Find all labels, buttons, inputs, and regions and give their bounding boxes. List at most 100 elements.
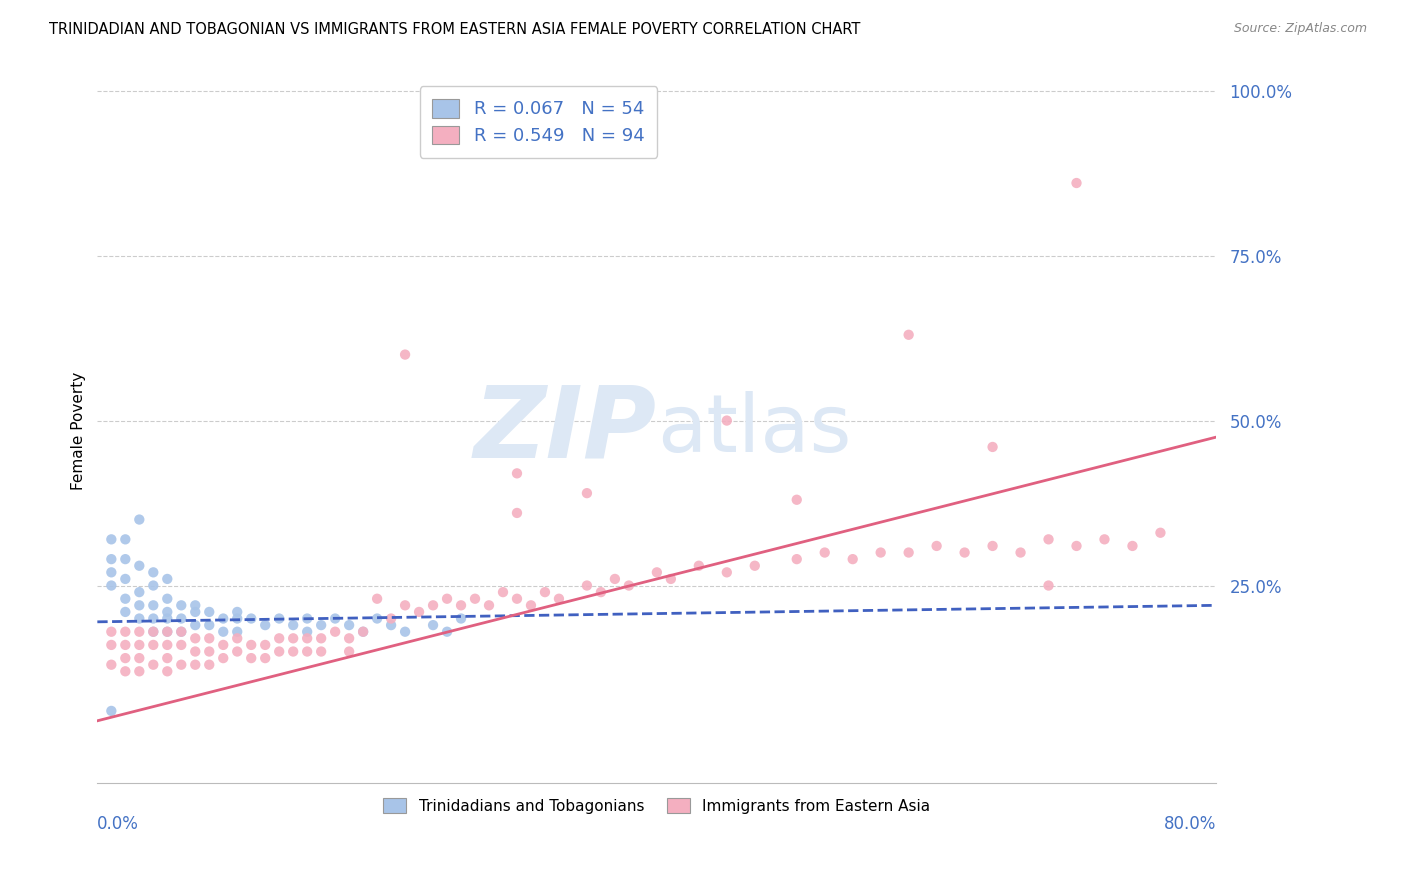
Point: [337, 632, 360, 646]
Text: atlas: atlas: [657, 392, 851, 469]
Point: [142, 638, 165, 652]
Point: [114, 638, 136, 652]
Point: [897, 545, 920, 559]
Point: [240, 651, 263, 665]
Point: [198, 605, 221, 619]
Point: [156, 638, 179, 652]
Point: [128, 512, 150, 526]
Point: [100, 566, 122, 580]
Point: [534, 585, 557, 599]
Point: [589, 585, 612, 599]
Point: [170, 611, 193, 625]
Point: [506, 467, 529, 481]
Point: [408, 605, 430, 619]
Point: [184, 605, 207, 619]
Point: [142, 624, 165, 639]
Point: [366, 591, 388, 606]
Point: [156, 572, 179, 586]
Point: [786, 492, 808, 507]
Point: [1010, 545, 1032, 559]
Point: [128, 665, 150, 679]
Point: [156, 665, 179, 679]
Point: [309, 618, 332, 632]
Point: [170, 657, 193, 672]
Point: [337, 644, 360, 658]
Point: [114, 572, 136, 586]
Point: [128, 638, 150, 652]
Point: [212, 624, 235, 639]
Point: [478, 599, 501, 613]
Point: [506, 506, 529, 520]
Point: [184, 599, 207, 613]
Point: [100, 533, 122, 547]
Point: [170, 624, 193, 639]
Point: [575, 578, 598, 592]
Point: [575, 486, 598, 500]
Point: [283, 618, 305, 632]
Point: [142, 578, 165, 592]
Point: [1038, 578, 1060, 592]
Point: [394, 624, 416, 639]
Point: [254, 638, 277, 652]
Point: [128, 558, 150, 573]
Point: [1066, 176, 1088, 190]
Point: [464, 591, 486, 606]
Point: [688, 558, 710, 573]
Point: [184, 657, 207, 672]
Point: [114, 624, 136, 639]
Point: [380, 618, 402, 632]
Point: [254, 618, 277, 632]
Point: [198, 632, 221, 646]
Point: [548, 591, 571, 606]
Point: [114, 591, 136, 606]
Point: [142, 624, 165, 639]
Point: [323, 624, 346, 639]
Point: [925, 539, 948, 553]
Point: [254, 651, 277, 665]
Point: [184, 618, 207, 632]
Point: [337, 618, 360, 632]
Point: [814, 545, 837, 559]
Point: [128, 585, 150, 599]
Point: [198, 644, 221, 658]
Point: [114, 552, 136, 566]
Point: [212, 651, 235, 665]
Point: [422, 599, 444, 613]
Point: [212, 611, 235, 625]
Point: [142, 657, 165, 672]
Point: [422, 618, 444, 632]
Point: [394, 348, 416, 362]
Point: [1121, 539, 1143, 553]
Point: [100, 657, 122, 672]
Point: [295, 611, 318, 625]
Legend: Trinidadians and Tobagonians, Immigrants from Eastern Asia: Trinidadians and Tobagonians, Immigrants…: [377, 791, 936, 820]
Point: [323, 611, 346, 625]
Point: [1094, 533, 1116, 547]
Point: [100, 638, 122, 652]
Text: ZIP: ZIP: [474, 382, 657, 479]
Point: [716, 566, 738, 580]
Point: [283, 644, 305, 658]
Point: [184, 644, 207, 658]
Point: [156, 591, 179, 606]
Point: [716, 413, 738, 427]
Point: [283, 632, 305, 646]
Point: [100, 552, 122, 566]
Point: [100, 578, 122, 592]
Point: [114, 665, 136, 679]
Point: [450, 611, 472, 625]
Point: [170, 599, 193, 613]
Point: [492, 585, 515, 599]
Point: [309, 632, 332, 646]
Point: [269, 632, 291, 646]
Point: [240, 611, 263, 625]
Point: [142, 566, 165, 580]
Point: [1038, 533, 1060, 547]
Point: [226, 624, 249, 639]
Point: [226, 611, 249, 625]
Point: [450, 599, 472, 613]
Point: [128, 599, 150, 613]
Text: TRINIDADIAN AND TOBAGONIAN VS IMMIGRANTS FROM EASTERN ASIA FEMALE POVERTY CORREL: TRINIDADIAN AND TOBAGONIAN VS IMMIGRANTS…: [49, 22, 860, 37]
Point: [156, 624, 179, 639]
Point: [897, 327, 920, 342]
